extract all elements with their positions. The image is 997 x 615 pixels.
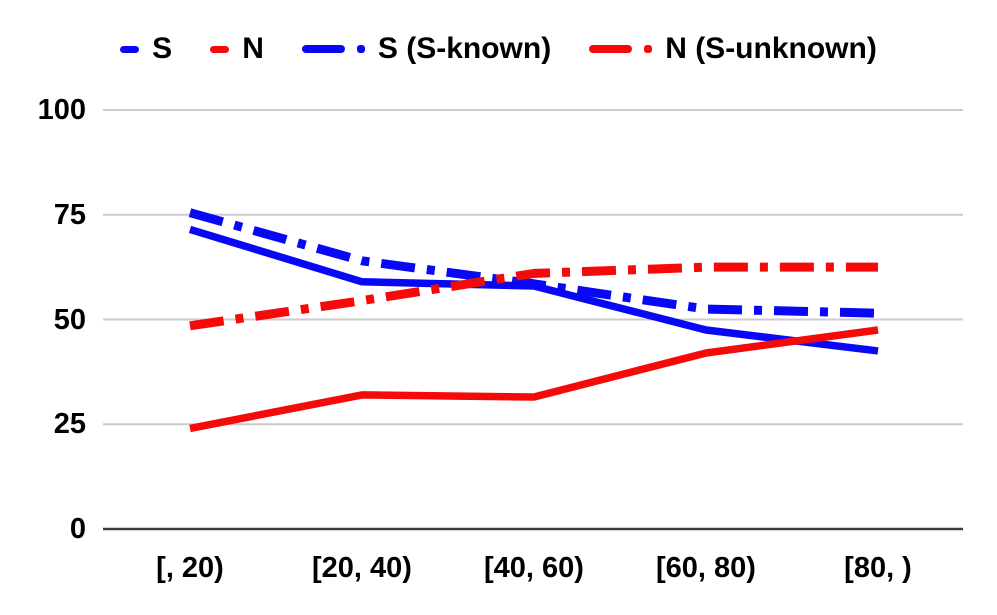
legend-label-s-known: S (S-known)	[377, 32, 552, 65]
legend-item-n-unknown: N (S-unknown)	[589, 34, 877, 64]
legend-marker-s-icon	[120, 45, 140, 53]
series-line-s-s-known	[188, 208, 879, 318]
legend-item-n: N	[210, 34, 264, 64]
legend-label-n: N	[242, 32, 264, 65]
legend-label-n-unknown: N (S-unknown)	[665, 32, 877, 65]
y-tick-0: 0	[69, 513, 86, 545]
x-tick-1: [, 20)	[156, 552, 224, 584]
legend-item-s: S	[120, 34, 172, 64]
x-tick-3: [40, 60)	[484, 552, 584, 584]
legend: S N S (S-known) N (S-unknown)	[0, 26, 997, 72]
legend-item-s-known: S (S-known)	[301, 32, 552, 65]
legend-label-s: S	[152, 32, 173, 65]
x-tick-5: [80, )	[844, 552, 912, 584]
legend-marker-s-known-icon	[301, 45, 365, 53]
y-tick-100: 100	[37, 94, 86, 126]
series-line-n	[189, 326, 879, 433]
series-line-s	[188, 225, 879, 355]
legend-marker-n-icon	[210, 45, 230, 53]
y-tick-50: 50	[53, 304, 86, 336]
x-tick-4: [60, 80)	[656, 552, 756, 584]
y-tick-25: 25	[53, 408, 86, 440]
y-tick-75: 75	[53, 199, 86, 231]
legend-marker-n-unknown-icon	[589, 45, 653, 53]
series-line-n-s-unknown	[189, 262, 878, 331]
x-tick-2: [20, 40)	[312, 552, 412, 584]
